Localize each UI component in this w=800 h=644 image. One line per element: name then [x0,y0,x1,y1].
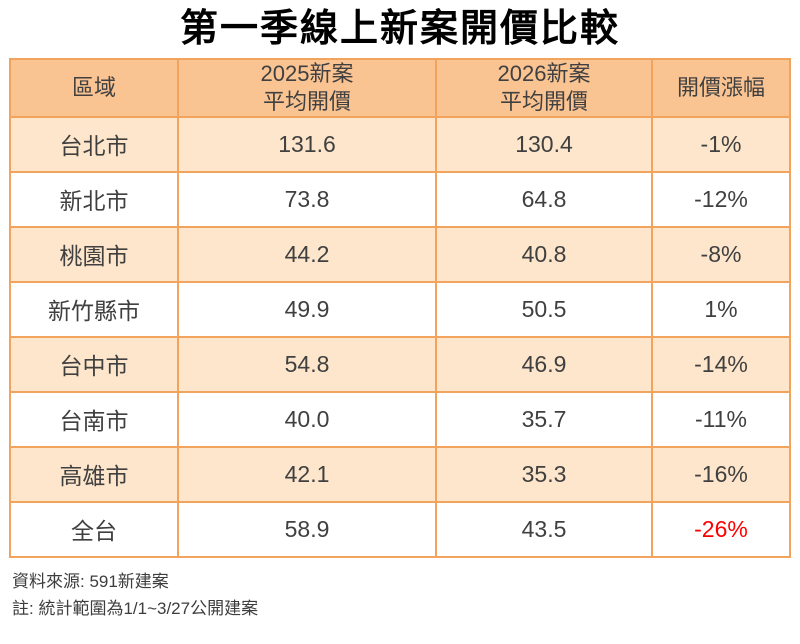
table-row: 台北市 131.6 130.4 -1% [9,115,791,173]
price-2025-cell: 131.6 [177,115,437,173]
source-note: 資料來源: 591新建案 [12,571,169,591]
table-row-total: 全台 58.9 43.5 -26% [9,500,791,558]
region-cell: 全台 [9,500,179,558]
price-2026-cell: 50.5 [435,280,653,338]
price-2025-cell: 42.1 [177,445,437,503]
change-cell: -12% [651,170,791,228]
table-header-row: 區域 2025新案 平均開價 2026新案 平均開價 開價漲幅 [9,57,791,118]
table-row: 新北市 73.8 64.8 -12% [9,170,791,228]
change-cell: -1% [651,115,791,173]
footer-notes: 資料來源: 591新建案 註: 統計範圍為1/1~3/27公開建案 [12,568,800,622]
price-2026-cell: 46.9 [435,335,653,393]
price-2025-cell: 44.2 [177,225,437,283]
change-cell: 1% [651,280,791,338]
table-row: 桃園市 44.2 40.8 -8% [9,225,791,283]
price-2026-cell: 35.7 [435,390,653,448]
price-2026-cell: 40.8 [435,225,653,283]
change-cell: -16% [651,445,791,503]
region-cell: 台南市 [9,390,179,448]
price-2025-cell: 58.9 [177,500,437,558]
col-header-2026-avg-price: 2026新案 平均開價 [435,57,653,118]
col-header-change: 開價漲幅 [651,57,791,118]
region-cell: 新竹縣市 [9,280,179,338]
price-2025-cell: 49.9 [177,280,437,338]
page-title: 第一季線上新案開價比較 [179,8,620,50]
scope-note: 註: 統計範圍為1/1~3/27公開建案 [12,598,259,618]
price-comparison-table: 區域 2025新案 平均開價 2026新案 平均開價 開價漲幅 台北市 131.… [9,57,791,558]
change-cell: -11% [651,390,791,448]
col-header-region: 區域 [9,57,179,118]
region-cell: 台中市 [9,335,179,393]
change-cell: -8% [651,225,791,283]
price-2026-cell: 43.5 [435,500,653,558]
price-2026-cell: 130.4 [435,115,653,173]
table-row: 台南市 40.0 35.7 -11% [9,390,791,448]
price-2025-cell: 54.8 [177,335,437,393]
price-2025-cell: 73.8 [177,170,437,228]
price-2026-cell: 64.8 [435,170,653,228]
region-cell: 新北市 [9,170,179,228]
table-row: 新竹縣市 49.9 50.5 1% [9,280,791,338]
table-row: 台中市 54.8 46.9 -14% [9,335,791,393]
region-cell: 高雄市 [9,445,179,503]
region-cell: 台北市 [9,115,179,173]
col-header-2025-avg-price: 2025新案 平均開價 [177,57,437,118]
table-row: 高雄市 42.1 35.3 -16% [9,445,791,503]
change-cell: -14% [651,335,791,393]
infographic: 第一季線上新案開價比較 區域 2025新案 平均開價 2026新案 平均開價 開… [9,8,800,622]
price-2026-cell: 35.3 [435,445,653,503]
price-2025-cell: 40.0 [177,390,437,448]
region-cell: 桃園市 [9,225,179,283]
change-cell-highlight: -26% [651,500,791,558]
